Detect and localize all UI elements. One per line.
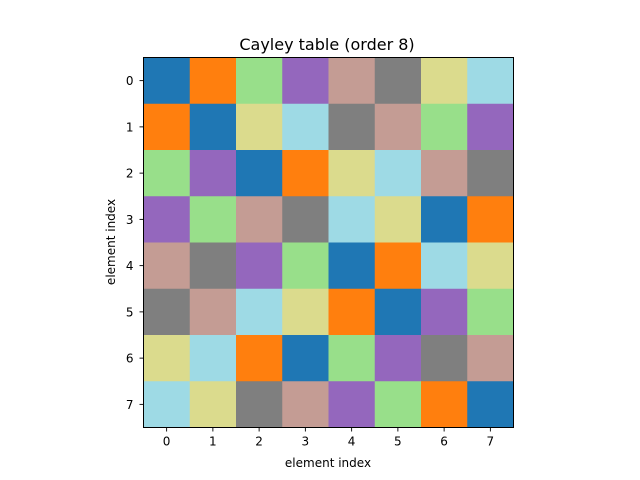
heatmap-cell-r7-c7 bbox=[467, 381, 514, 428]
heatmap-cell-r0-c2 bbox=[236, 57, 283, 105]
heatmap-cell-r0-c0 bbox=[143, 57, 191, 105]
heatmap-cell-r4-c5 bbox=[374, 242, 422, 290]
heatmap-cell-r1-c4 bbox=[328, 103, 376, 151]
heatmap-cell-r2-c0 bbox=[143, 150, 191, 197]
heatmap-cell-r4-c4 bbox=[328, 242, 376, 290]
heatmap-cell-r4-c6 bbox=[421, 242, 468, 290]
heatmap-cell-r5-c4 bbox=[328, 288, 376, 336]
chart-title: Cayley table (order 8) bbox=[239, 35, 414, 54]
y-tick-label: 1 bbox=[126, 120, 134, 134]
heatmap-cell-r4-c1 bbox=[189, 242, 237, 290]
x-tick-label: 3 bbox=[302, 435, 310, 449]
heatmap-cell-r4-c0 bbox=[143, 242, 191, 290]
heatmap-cell-r7-c6 bbox=[421, 381, 468, 428]
y-tick-label: 4 bbox=[126, 259, 134, 273]
heatmap-cell-r6-c2 bbox=[236, 335, 283, 382]
y-tick-label: 7 bbox=[126, 398, 134, 412]
heatmap-cell-r6-c3 bbox=[282, 335, 329, 382]
heatmap-cell-r3-c6 bbox=[421, 196, 468, 243]
heatmap-cell-r1-c1 bbox=[189, 103, 237, 151]
heatmap-cell-r6-c7 bbox=[467, 335, 514, 382]
heatmap-cell-r3-c1 bbox=[189, 196, 237, 243]
heatmap-cell-r0-c1 bbox=[189, 57, 237, 105]
x-axis: 0 1 2 3 4 5 6 7 bbox=[163, 427, 495, 449]
x-tick-label: 5 bbox=[394, 435, 402, 449]
heatmap-cell-r1-c2 bbox=[236, 103, 283, 151]
x-tick-label: 2 bbox=[255, 435, 263, 449]
heatmap-cell-r6-c6 bbox=[421, 335, 468, 382]
y-tick-label: 5 bbox=[126, 305, 134, 319]
heatmap-cell-r2-c3 bbox=[282, 150, 329, 197]
heatmap-cell-r7-c0 bbox=[143, 381, 191, 428]
heatmap-cell-r6-c1 bbox=[189, 335, 237, 382]
y-tick-label: 6 bbox=[126, 352, 134, 366]
heatmap-cells bbox=[143, 57, 514, 428]
y-tick-label: 3 bbox=[126, 213, 134, 227]
heatmap-cell-r4-c3 bbox=[282, 242, 329, 290]
heatmap-cell-r5-c1 bbox=[189, 288, 237, 336]
heatmap-cell-r3-c5 bbox=[374, 196, 422, 243]
heatmap-cell-r6-c5 bbox=[374, 335, 422, 382]
heatmap-cell-r2-c2 bbox=[236, 150, 283, 197]
y-tick-label: 2 bbox=[126, 167, 134, 181]
x-tick-label: 6 bbox=[440, 435, 448, 449]
heatmap-cell-r5-c5 bbox=[374, 288, 422, 336]
y-axis-label: element index bbox=[104, 199, 118, 285]
heatmap-cell-r7-c3 bbox=[282, 381, 329, 428]
x-tick-label: 1 bbox=[209, 435, 217, 449]
heatmap-cell-r0-c5 bbox=[374, 57, 422, 105]
heatmap-cell-r0-c3 bbox=[282, 57, 329, 105]
heatmap-cell-r2-c7 bbox=[467, 150, 514, 197]
x-tick-label: 7 bbox=[487, 435, 495, 449]
heatmap-cell-r1-c3 bbox=[282, 103, 329, 151]
heatmap-cell-r7-c2 bbox=[236, 381, 283, 428]
heatmap-cell-r5-c2 bbox=[236, 288, 283, 336]
heatmap-cell-r5-c6 bbox=[421, 288, 468, 336]
heatmap-cell-r7-c1 bbox=[189, 381, 237, 428]
heatmap-cell-r6-c0 bbox=[143, 335, 191, 382]
heatmap-cell-r2-c1 bbox=[189, 150, 237, 197]
heatmap-cell-r4-c7 bbox=[467, 242, 514, 290]
heatmap-cell-r2-c4 bbox=[328, 150, 376, 197]
heatmap-cell-r3-c0 bbox=[143, 196, 191, 243]
heatmap-cell-r0-c4 bbox=[328, 57, 376, 105]
heatmap-cell-r3-c7 bbox=[467, 196, 514, 243]
heatmap-cell-r2-c6 bbox=[421, 150, 468, 197]
heatmap-cell-r4-c2 bbox=[236, 242, 283, 290]
x-tick-label: 0 bbox=[163, 435, 171, 449]
heatmap-cell-r3-c3 bbox=[282, 196, 329, 243]
heatmap-cell-r0-c7 bbox=[467, 57, 514, 105]
y-tick-label: 0 bbox=[126, 74, 134, 88]
heatmap-cell-r3-c4 bbox=[328, 196, 376, 243]
y-axis: 0 1 2 3 4 5 6 7 bbox=[126, 74, 144, 412]
x-tick-label: 4 bbox=[348, 435, 356, 449]
heatmap-cell-r1-c6 bbox=[421, 103, 468, 151]
heatmap-cell-r3-c2 bbox=[236, 196, 283, 243]
heatmap-cell-r0-c6 bbox=[421, 57, 468, 105]
heatmap-cell-r5-c3 bbox=[282, 288, 329, 336]
heatmap-cell-r6-c4 bbox=[328, 335, 376, 382]
heatmap-cell-r5-c7 bbox=[467, 288, 514, 336]
heatmap-cell-r1-c7 bbox=[467, 103, 514, 151]
heatmap-cell-r7-c5 bbox=[374, 381, 422, 428]
heatmap-cell-r2-c5 bbox=[374, 150, 422, 197]
heatmap-cell-r5-c0 bbox=[143, 288, 191, 336]
heatmap-cell-r7-c4 bbox=[328, 381, 376, 428]
x-axis-label: element index bbox=[285, 456, 371, 470]
plot-frame bbox=[143, 57, 514, 428]
heatmap-cell-r1-c0 bbox=[143, 103, 191, 151]
heatmap-cell-r1-c5 bbox=[374, 103, 422, 151]
